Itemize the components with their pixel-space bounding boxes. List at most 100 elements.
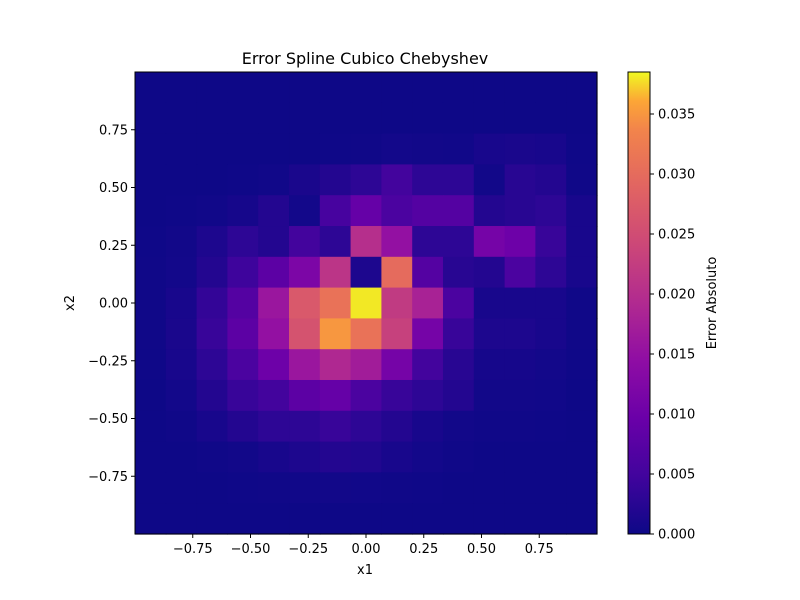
heatmap-cell (227, 72, 259, 104)
heatmap-cell (381, 72, 413, 104)
heatmap-cell (289, 503, 321, 535)
heatmap-cell (381, 133, 413, 165)
heatmap-cell (473, 472, 506, 504)
colorbar-tick-label: 0.025 (658, 228, 695, 243)
heatmap-cell (196, 164, 228, 196)
heatmap-cell (442, 164, 475, 196)
heatmap-cell (227, 441, 259, 473)
heatmap-cell (165, 164, 198, 196)
heatmap-cell (319, 441, 352, 473)
heatmap-cell (135, 503, 167, 535)
heatmap-cell (135, 256, 167, 289)
heatmap-cell (289, 379, 321, 412)
heatmap-cell (165, 503, 198, 535)
heatmap-cell (412, 133, 444, 165)
heatmap-cell (473, 349, 506, 381)
heatmap-cell (442, 72, 475, 104)
heatmap-cell (350, 72, 383, 104)
heatmap-cell (227, 503, 259, 535)
heatmap-cell (473, 226, 506, 258)
heatmap-cell (135, 226, 167, 258)
heatmap-cell (473, 72, 506, 104)
heatmap-cell (135, 195, 167, 227)
heatmap-cell (258, 256, 290, 289)
heatmap-cell (289, 195, 321, 227)
heatmap-cell (381, 503, 413, 535)
heatmap-cell (289, 164, 321, 196)
heatmap-cell (289, 133, 321, 165)
heatmap-cell (535, 441, 567, 473)
heatmap-cell (350, 133, 383, 165)
heatmap-cell (473, 410, 506, 443)
heatmap-cell (535, 287, 567, 320)
heatmap-cell (535, 349, 567, 381)
heatmap-cell (258, 472, 290, 504)
heatmap-cell (258, 164, 290, 196)
y-tick-label: −0.75 (88, 470, 128, 485)
heatmap-cell (566, 349, 598, 381)
heatmap-cell (535, 164, 567, 196)
heatmap-cell (381, 195, 413, 227)
heatmap-cell (350, 379, 383, 412)
heatmap-cell (165, 379, 198, 412)
heatmap-cell (289, 102, 321, 135)
colorbar-tick-label: 0.020 (658, 288, 695, 303)
heatmap-cell (381, 318, 413, 350)
heatmap-cell (566, 195, 598, 227)
heatmap-cell (412, 503, 444, 535)
heatmap-cell (258, 72, 290, 104)
heatmap-cell (381, 472, 413, 504)
heatmap-cell (196, 102, 228, 135)
heatmap-cell (258, 441, 290, 473)
heatmap-cell (165, 441, 198, 473)
heatmap-cell (135, 441, 167, 473)
heatmap-cell (504, 379, 536, 412)
heatmap-cell (504, 102, 536, 135)
heatmap-cell (535, 226, 567, 258)
heatmap-cell (165, 133, 198, 165)
heatmap-cell (227, 102, 259, 135)
x-tick-label: −0.25 (288, 542, 328, 557)
heatmap-cell (289, 226, 321, 258)
heatmap-cell (135, 318, 167, 350)
y-tick-label: 0.00 (99, 297, 128, 312)
heatmap-cell (412, 226, 444, 258)
heatmap-cell (319, 503, 352, 535)
heatmap-cell (473, 318, 506, 350)
heatmap-cell (412, 256, 444, 289)
colorbar-tick-label: 0.015 (658, 348, 695, 363)
heatmap-cell (381, 164, 413, 196)
heatmap-cell (381, 441, 413, 473)
heatmap-cell (504, 287, 536, 320)
heatmap-cell (258, 379, 290, 412)
heatmap-cell (381, 256, 413, 289)
heatmap-cell (350, 256, 383, 289)
colorbar-frame (627, 71, 651, 535)
heatmap-cell (566, 472, 598, 504)
heatmap-cell (289, 410, 321, 443)
heatmap-cell (412, 102, 444, 135)
heatmap-cell (412, 379, 444, 412)
heatmap-cell (473, 379, 506, 412)
heatmap-cell (535, 133, 567, 165)
heatmap-cell (535, 195, 567, 227)
heatmap-cell (504, 503, 536, 535)
heatmap-cell (412, 441, 444, 473)
heatmap-cell (258, 287, 290, 320)
heatmap-cell (535, 472, 567, 504)
heatmap-cell (319, 102, 352, 135)
heatmap-cell (289, 287, 321, 320)
heatmap-cell (412, 72, 444, 104)
heatmap-cell (504, 226, 536, 258)
heatmap-cell (258, 318, 290, 350)
colorbar-tick-label: 0.000 (658, 528, 695, 543)
heatmap-cell (442, 410, 475, 443)
heatmap-cell (350, 164, 383, 196)
heatmap-cell (566, 226, 598, 258)
heatmap-cell (381, 102, 413, 135)
heatmap-cell (566, 441, 598, 473)
heatmap-cell (165, 318, 198, 350)
heatmap-cell (289, 318, 321, 350)
heatmap-cell (442, 226, 475, 258)
